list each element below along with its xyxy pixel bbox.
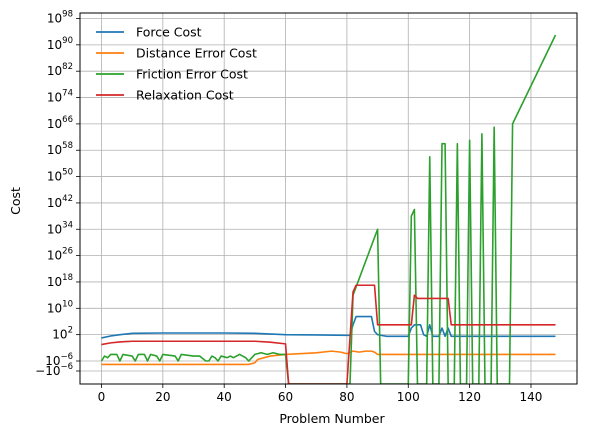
series-line-2 bbox=[101, 350, 556, 366]
y-tick-label: 1026 bbox=[47, 247, 73, 263]
y-tick-label: 1010 bbox=[47, 299, 73, 315]
y-tick-label: 1050 bbox=[47, 168, 73, 184]
x-tick-label: 20 bbox=[155, 390, 170, 404]
legend-label: Distance Error Cost bbox=[136, 46, 257, 61]
y-tick-label: 1074 bbox=[47, 89, 73, 105]
y-tick-label: 102 bbox=[52, 326, 73, 342]
series-line-3 bbox=[100, 34, 557, 384]
legend-label: Force Cost bbox=[136, 25, 202, 40]
series-line-1 bbox=[101, 315, 556, 339]
y-tick-label: 1058 bbox=[47, 141, 73, 157]
y-tick-label: 10−6 bbox=[45, 352, 73, 368]
series-lines bbox=[100, 34, 557, 384]
y-tick-label: 1042 bbox=[47, 194, 73, 210]
x-tick-label: 120 bbox=[458, 390, 481, 404]
y-tick-label: 1090 bbox=[47, 36, 73, 52]
y-axis-ticks: 1098 1090 1082 1074 1066 1058 1050 1042 1034 1026… bbox=[35, 10, 80, 378]
x-tick-label: 40 bbox=[217, 390, 232, 404]
y-tick-label: 1066 bbox=[47, 115, 73, 131]
legend: Force Cost Distance Error Cost Friction Er… bbox=[96, 25, 257, 103]
y-tick-label: −10−6 bbox=[35, 362, 73, 378]
x-tick-label: 0 bbox=[98, 390, 106, 404]
y-tick-label: 1098 bbox=[47, 10, 73, 26]
y-tick-label: 1018 bbox=[47, 273, 73, 289]
x-tick-label: 100 bbox=[397, 390, 420, 404]
plot-frame bbox=[79, 12, 578, 385]
grid-lines bbox=[80, 13, 577, 384]
legend-label: Relaxation Cost bbox=[136, 88, 234, 103]
y-tick-label: 1082 bbox=[47, 62, 73, 78]
x-tick-label: 80 bbox=[339, 390, 354, 404]
x-axis-ticks: 0 20 40 60 80 100 120 140 bbox=[98, 384, 543, 404]
y-tick-label: 1034 bbox=[47, 220, 73, 236]
x-tick-label: 140 bbox=[520, 390, 543, 404]
series-line-4 bbox=[101, 284, 556, 384]
x-tick-label: 60 bbox=[278, 390, 293, 404]
legend-label: Friction Error Cost bbox=[136, 67, 248, 82]
x-axis-label: Problem Number bbox=[279, 411, 385, 426]
y-axis-label: Cost bbox=[8, 187, 23, 215]
